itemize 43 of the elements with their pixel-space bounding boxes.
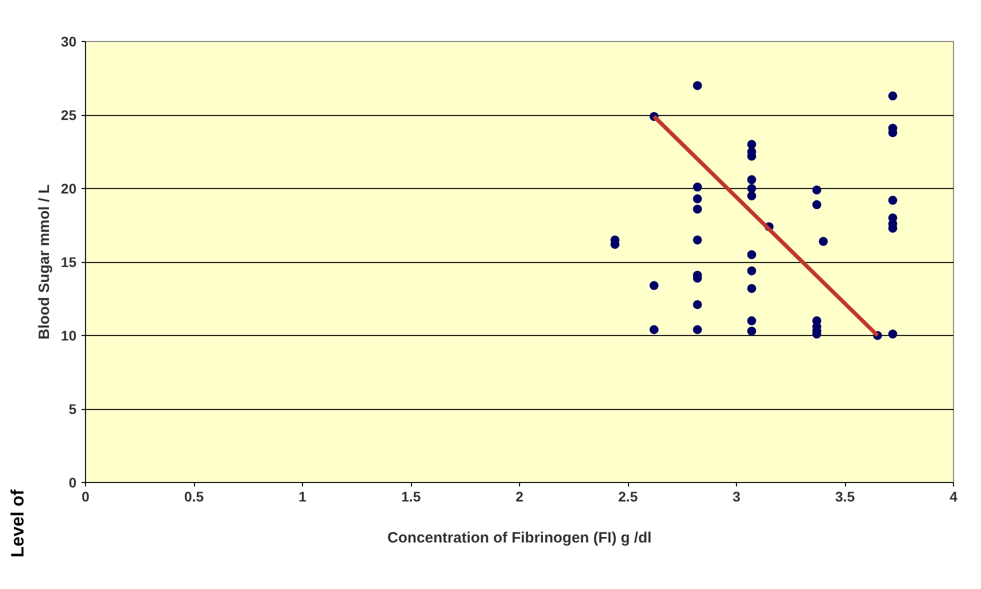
point <box>692 182 702 192</box>
point <box>747 250 756 260</box>
y-tick-label: 25 <box>60 107 77 123</box>
point <box>747 140 756 149</box>
y-tick-label: 10 <box>60 328 77 344</box>
x-tick-label: 0 <box>82 488 90 504</box>
point <box>747 284 756 293</box>
point <box>692 194 702 204</box>
y-tick-label: 20 <box>60 180 77 196</box>
point <box>650 281 659 290</box>
y-tick-label: 30 <box>60 34 77 50</box>
point <box>747 191 756 200</box>
point <box>888 330 898 339</box>
point <box>812 200 822 210</box>
y-tick-label: 0 <box>68 474 77 490</box>
x-tick-label: 2.5 <box>618 488 638 504</box>
text: Level of <box>8 488 28 558</box>
point <box>692 300 702 310</box>
point <box>650 325 659 334</box>
point <box>747 184 756 193</box>
point <box>692 81 702 90</box>
x-tick-label: 3.5 <box>835 488 855 504</box>
point <box>818 236 828 246</box>
point <box>812 185 822 194</box>
x-tick-label: 3 <box>732 488 741 504</box>
x-tick-label: 0.5 <box>184 488 204 504</box>
y-tick-label: 15 <box>60 254 77 270</box>
y-axis-title: Blood Sugar mmol / L <box>36 184 53 340</box>
point <box>747 175 756 184</box>
point <box>747 266 756 276</box>
point <box>692 325 702 334</box>
point <box>692 235 702 244</box>
x-tick-label: 4 <box>950 488 958 504</box>
y-tick-label: 5 <box>68 401 77 417</box>
point <box>747 316 756 326</box>
x-tick-label: 1 <box>298 488 307 504</box>
x-tick-label: 2 <box>516 488 524 504</box>
point <box>888 196 898 205</box>
x-tick-label: 1.5 <box>401 488 421 504</box>
point <box>888 91 898 100</box>
x-axis-title: Concentration of Fibrinogen (FI) g /dl <box>387 530 652 546</box>
point <box>692 204 702 214</box>
point <box>747 326 756 336</box>
